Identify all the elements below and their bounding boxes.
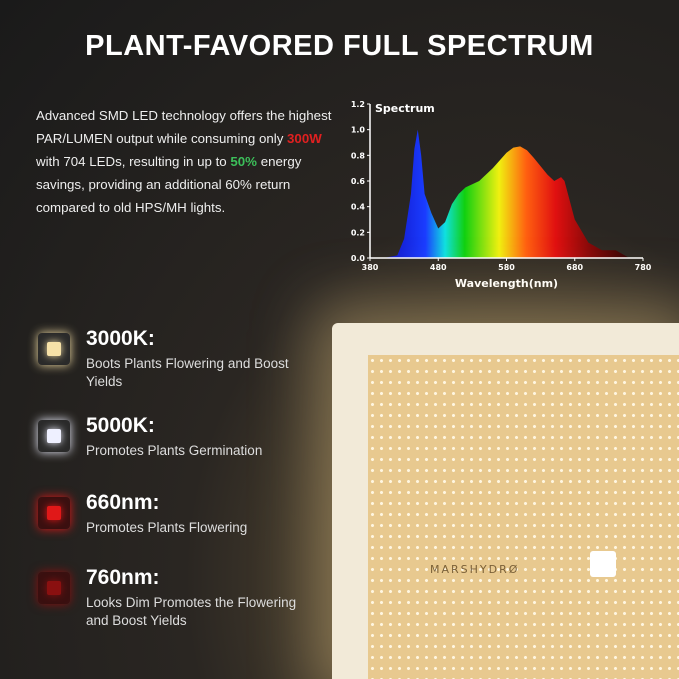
feature-label: 760nm:: [86, 566, 160, 589]
led-swatch: [38, 572, 70, 604]
y-tick-label: 0.6: [351, 177, 366, 186]
feature-text: Looks Dim Promotes the Flowering and Boo…: [86, 595, 297, 628]
led-swatch: [38, 420, 70, 452]
led-swatch: [38, 497, 70, 529]
page-title: PLANT-FAVORED FULL SPECTRUM: [85, 30, 594, 62]
feature-text: Promotes Plants Flowering: [86, 520, 248, 535]
y-tick-label: 0.8: [351, 151, 366, 160]
feature-text: Promotes Plants Germination: [86, 443, 263, 458]
brand-logo: MARSHYDRØ: [430, 563, 520, 576]
desc-text: with 704 LEDs, resulting in up to: [36, 154, 231, 169]
feature-label: 3000K:: [86, 327, 155, 350]
driver-connector: [590, 551, 616, 577]
feature-text: Boots Plants Flowering and Boost Yields: [86, 356, 289, 389]
description: Advanced SMD LED technology offers the h…: [36, 104, 336, 219]
led-panel: MARSHYDRØ: [332, 323, 679, 679]
y-tick-label: 0.4: [351, 203, 366, 212]
savings: 50%: [230, 154, 258, 169]
desc-text: energy savings, providing an additional …: [36, 154, 302, 215]
led-board: MARSHYDRØ: [368, 355, 679, 679]
x-tick-label: 480: [430, 263, 447, 272]
y-tick-label: 0.0: [351, 254, 366, 263]
spectrum-area: [383, 129, 630, 258]
x-tick-label: 580: [498, 263, 515, 272]
desc-text: Advanced SMD LED technology offers the h…: [36, 108, 332, 146]
y-tick-label: 1.2: [351, 100, 365, 109]
feature-label: 660nm:: [86, 491, 160, 514]
feature-label: 5000K:: [86, 414, 155, 437]
spectrum-chart: 0.0 0.2 0.4 0.6 0.8 1.0 1.2 380 480 580 680 780 Spec…: [351, 100, 652, 290]
x-tick-label: 380: [362, 263, 379, 272]
y-tick-label: 0.2: [351, 228, 365, 237]
x-tick-label: 780: [635, 263, 652, 272]
x-axis-label: Wavelength(nm): [455, 277, 558, 290]
y-tick-label: 1.0: [351, 126, 366, 135]
wattage: 300W: [287, 131, 322, 146]
chart-title: Spectrum: [375, 102, 435, 115]
led-swatch: [38, 333, 70, 365]
x-tick-label: 680: [566, 263, 583, 272]
